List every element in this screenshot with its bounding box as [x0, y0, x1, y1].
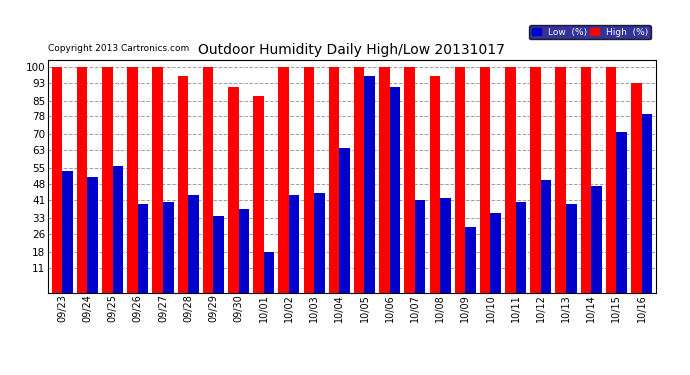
- Bar: [531, 67, 541, 292]
- Bar: [465, 227, 476, 292]
- Bar: [505, 67, 515, 292]
- Bar: [188, 195, 199, 292]
- Bar: [278, 67, 289, 292]
- Bar: [440, 198, 451, 292]
- Bar: [264, 252, 275, 292]
- Text: Copyright 2013 Cartronics.com: Copyright 2013 Cartronics.com: [48, 44, 190, 53]
- Bar: [177, 76, 188, 292]
- Bar: [152, 67, 163, 292]
- Legend: Low  (%), High  (%): Low (%), High (%): [529, 25, 651, 39]
- Bar: [404, 67, 415, 292]
- Bar: [581, 67, 591, 292]
- Bar: [379, 67, 390, 292]
- Bar: [566, 204, 577, 292]
- Bar: [616, 132, 627, 292]
- Bar: [339, 148, 350, 292]
- Bar: [606, 67, 616, 292]
- Bar: [390, 87, 400, 292]
- Bar: [455, 67, 465, 292]
- Title: Outdoor Humidity Daily High/Low 20131017: Outdoor Humidity Daily High/Low 20131017: [199, 44, 505, 57]
- Bar: [314, 193, 325, 292]
- Bar: [138, 204, 148, 292]
- Bar: [429, 76, 440, 292]
- Bar: [239, 209, 249, 292]
- Bar: [88, 177, 98, 292]
- Bar: [289, 195, 299, 292]
- Bar: [228, 87, 239, 292]
- Bar: [328, 67, 339, 292]
- Bar: [591, 186, 602, 292]
- Bar: [364, 76, 375, 292]
- Bar: [415, 200, 426, 292]
- Bar: [102, 67, 112, 292]
- Bar: [480, 67, 491, 292]
- Bar: [354, 67, 364, 292]
- Bar: [213, 216, 224, 292]
- Bar: [541, 180, 551, 292]
- Bar: [642, 114, 652, 292]
- Bar: [112, 166, 123, 292]
- Bar: [515, 202, 526, 292]
- Bar: [555, 67, 566, 292]
- Bar: [62, 171, 72, 292]
- Bar: [52, 67, 62, 292]
- Bar: [491, 213, 501, 292]
- Bar: [304, 67, 314, 292]
- Bar: [203, 67, 213, 292]
- Bar: [77, 67, 88, 292]
- Bar: [253, 96, 264, 292]
- Bar: [631, 82, 642, 292]
- Bar: [163, 202, 173, 292]
- Bar: [127, 67, 138, 292]
